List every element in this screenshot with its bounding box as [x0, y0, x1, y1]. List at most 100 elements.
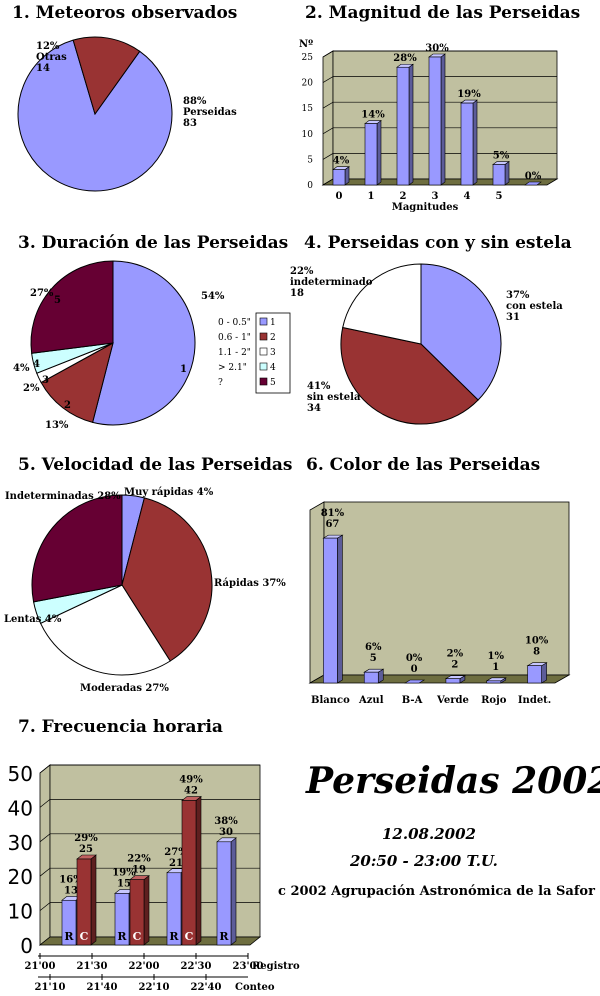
- y-tick-label: 10: [302, 130, 314, 140]
- bar-Indet.: [527, 665, 542, 684]
- bar-series-letter: C: [80, 930, 89, 943]
- chart-6-title: 6. Color de las Perseidas: [306, 455, 541, 475]
- bar-value-label: 30%: [425, 43, 449, 54]
- bar-value-label: 27% 21: [164, 847, 188, 869]
- bar-R-1: [114, 893, 130, 946]
- y-tick-label: 25: [302, 53, 314, 63]
- bar-side: [195, 795, 202, 946]
- x-tick-label: Rojo: [481, 695, 507, 706]
- label-d4-percent: 4%: [13, 363, 30, 374]
- bar-C-2: [181, 800, 197, 946]
- bar-2: [396, 66, 410, 186]
- conteo-tick-label: 22'40: [191, 982, 222, 993]
- chart-4-title: 4. Perseidas con y sin estela: [304, 233, 572, 253]
- bar-side: [472, 99, 478, 186]
- y-tick-label: 0: [307, 181, 313, 191]
- bar-value-label: 49% 42: [179, 775, 203, 797]
- bar-3: [428, 56, 442, 186]
- bar-1: [364, 123, 378, 186]
- bar-value-label: 5%: [493, 151, 510, 162]
- label-perseidas: 88% Perseidas 83: [183, 96, 237, 129]
- chart-7-title: 7. Frecuencia horaria: [18, 717, 223, 737]
- legend-code: 2: [270, 333, 276, 343]
- y-tick-label: 0: [20, 934, 33, 958]
- registro-tick-label: 21'30: [77, 961, 108, 972]
- bar-series-letter: R: [117, 930, 127, 943]
- gridline: [322, 127, 557, 135]
- legend-range: 0 - 0.5": [218, 318, 251, 328]
- bar-value-label: 29% 25: [74, 833, 98, 855]
- pie-slice-perseidas: [17, 39, 173, 192]
- x-tick-label: 1: [368, 191, 375, 202]
- back-wall: [323, 501, 570, 676]
- conteo-tick-label: 22'10: [139, 982, 170, 993]
- label-d3-code: 3: [42, 375, 49, 386]
- x-axis-label: Magnitudes: [392, 202, 459, 213]
- label-indeterminadas: Indeterminadas 28%: [5, 491, 121, 502]
- gridline: [322, 153, 557, 160]
- legend-swatch: [259, 332, 268, 341]
- pie-slice-d1: [92, 260, 196, 426]
- bar-value-label: 28%: [393, 53, 417, 64]
- bar-value-label: 19%: [457, 89, 481, 100]
- pie-slice-sin-estela: [340, 326, 479, 425]
- bar-value-label: 4%: [333, 156, 350, 167]
- x-tick-label: 0: [336, 191, 343, 202]
- label-muy-rapidas: Muy rápidas 4%: [124, 487, 214, 498]
- registro-tick-label: 23'00: [233, 961, 264, 972]
- x-tick-label: 2: [400, 191, 407, 202]
- bar-value-label: 22% 19: [127, 854, 151, 876]
- label-d3-percent: 2%: [23, 383, 40, 394]
- bar-empty: [404, 679, 426, 684]
- y-tick-label: 15: [302, 104, 314, 114]
- bar-empty: [524, 181, 542, 186]
- registro-tick-label: 21'00: [25, 961, 56, 972]
- bar-series-letter: R: [219, 930, 229, 943]
- bar-5: [492, 164, 506, 186]
- y-tick-label: 40: [8, 796, 33, 820]
- y-tick-label: 20: [302, 79, 314, 89]
- x-tick-label: 5: [496, 191, 503, 202]
- legend-range: > 2.1": [218, 363, 247, 373]
- x-tick-label: B-A: [402, 695, 423, 706]
- conteo-tick-label: 21'40: [87, 982, 118, 993]
- bar-Rojo: [486, 680, 502, 684]
- poster-title: Perseidas 2002: [306, 760, 600, 802]
- pie-slice-indeterminado: [342, 263, 422, 345]
- conteo-tick-label: 21'10: [35, 982, 66, 993]
- legend-code: 4: [270, 363, 276, 373]
- bar-value-label: 10% 8: [525, 636, 549, 658]
- chart-2-magnitude-bar: 0 5 10 15 20 25 Nº 4% 0 14% 1 28% 2 30% 3 19% 4 5% 5 0% Magn…: [299, 39, 559, 213]
- y-axis-label: Nº: [299, 39, 313, 50]
- legend-code: 3: [270, 348, 276, 358]
- legend-code: 1: [270, 318, 276, 328]
- chart-3-duration-pie: 54%113%22%34% 427%50 - 0.5" 10.6 - 1" 21.1 …: [13, 260, 291, 431]
- legend-range: 0.6 - 1": [218, 333, 251, 343]
- bar-side: [143, 875, 150, 946]
- bar-value-label: 1% 1: [488, 651, 505, 673]
- label-indeterminado: 22% indeterminado 18: [290, 266, 373, 299]
- x-tick-label: 4: [464, 191, 471, 202]
- bar-side: [541, 662, 547, 684]
- bar-value-label: 6% 5: [365, 642, 382, 664]
- bar-value-label: 0%: [525, 171, 542, 182]
- label-otras: 12% Otras 14: [36, 41, 67, 74]
- bar-side: [504, 160, 510, 186]
- pie-slice-con-estela: [420, 263, 502, 401]
- bar-value-label: 16% 13: [59, 874, 83, 896]
- bar-4: [460, 102, 474, 186]
- label-d2-percent: 13%: [45, 420, 69, 431]
- pie-slice-d2: [40, 342, 114, 424]
- x-tick-label: Blanco: [311, 695, 350, 706]
- bar-Blanco: [323, 537, 338, 684]
- legend-swatch: [259, 377, 268, 386]
- poster-time: 20:50 - 23:00 T.U.: [350, 852, 498, 870]
- gridline: [322, 101, 557, 109]
- bar-Azul: [363, 671, 379, 684]
- bar-value-label: 19% 15: [112, 867, 136, 889]
- chart-6-color-bar: 81% 67 Blanco 6% 5 Azul 0% 0 B-A 2% 2 Verde 1% 1 Rojo 1…: [308, 501, 571, 706]
- pie-slice-moderadas: [39, 584, 171, 676]
- label-d5-percent: 27%: [30, 288, 54, 299]
- gridline: [322, 50, 557, 58]
- legend-swatch: [259, 317, 268, 326]
